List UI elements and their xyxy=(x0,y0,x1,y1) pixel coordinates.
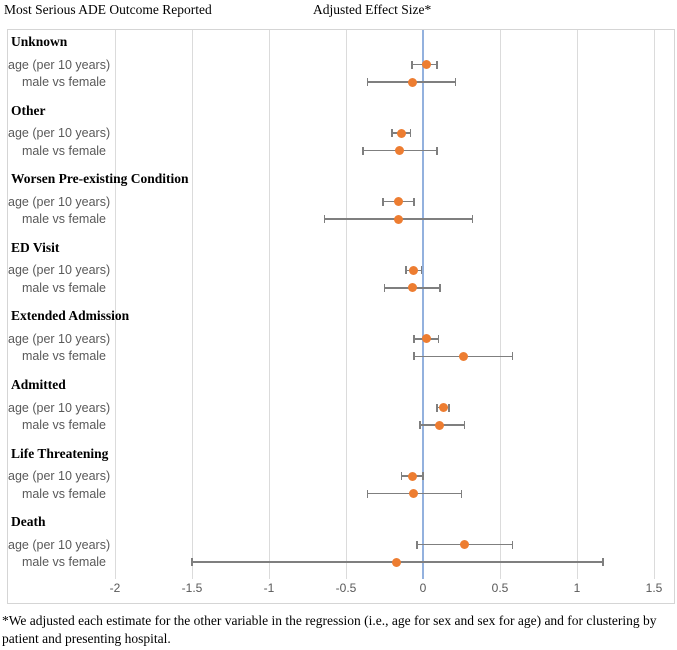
error-bar-cap-left xyxy=(382,197,384,206)
group-header: Admitted xyxy=(11,377,66,392)
row-label: male vs female xyxy=(21,212,106,227)
axis-tick-label: -1 xyxy=(263,581,275,595)
error-bar-cap-right xyxy=(413,197,415,206)
error-bar-cap-right xyxy=(409,129,412,138)
row-label: male vs female xyxy=(21,349,106,364)
point-marker xyxy=(435,420,445,430)
error-bar-cap-left xyxy=(366,489,369,498)
error-bar-cap-right xyxy=(436,146,438,155)
row-label: age (per 10 years) xyxy=(8,537,111,552)
row-label: male vs female xyxy=(21,486,106,501)
point-marker xyxy=(392,557,402,567)
point-marker xyxy=(421,60,431,69)
gridline xyxy=(576,30,578,579)
point-marker xyxy=(407,283,417,293)
axis-tick-label: 0.5 xyxy=(491,581,509,595)
axis-tick-label: -0.5 xyxy=(335,581,357,595)
row-label: age (per 10 years) xyxy=(8,126,111,141)
group-header: ED Visit xyxy=(11,239,60,255)
row-label: male vs female xyxy=(21,418,106,432)
error-bar-cap-right xyxy=(460,489,463,498)
error-bar-cap-right xyxy=(436,60,438,69)
row-label: male vs female xyxy=(21,555,106,570)
footnote: *We adjusted each estimate for the other… xyxy=(2,613,657,646)
group-header: Extended Admission xyxy=(11,308,130,324)
error-bar-cap-left xyxy=(416,540,418,549)
point-marker xyxy=(438,403,448,412)
error-bar-cap-left xyxy=(366,78,369,86)
error-bar-cap-left xyxy=(419,421,421,429)
point-marker xyxy=(458,351,468,361)
row-label: age (per 10 years) xyxy=(8,469,111,484)
point-marker xyxy=(409,489,419,499)
error-bar-cap-right xyxy=(420,266,423,275)
zero-reference-line xyxy=(422,30,424,579)
point-marker xyxy=(460,540,470,550)
group-header: Unknown xyxy=(11,34,68,49)
error-bar-cap-right xyxy=(422,472,424,481)
group-header: Worsen Pre-existing Condition xyxy=(11,171,189,187)
error-bar-cap-left xyxy=(436,403,438,412)
gridline xyxy=(268,30,270,579)
error-bar-cap-right xyxy=(439,283,441,292)
gridline xyxy=(653,30,655,579)
error-bar-cap-right xyxy=(511,540,514,549)
error-bar-cap-right xyxy=(454,78,457,86)
gridline xyxy=(114,30,116,579)
point-marker xyxy=(409,265,419,275)
error-bar-cap-left xyxy=(383,283,386,292)
point-marker xyxy=(407,77,417,87)
row-label: male vs female xyxy=(21,75,106,89)
group-header: Life Threatening xyxy=(11,445,109,461)
axis-tick-label: 1.5 xyxy=(645,581,663,595)
axis-tick-label: 1 xyxy=(573,581,581,595)
figure-title-left: Most Serious ADE Outcome Reported xyxy=(4,2,212,17)
axis-tick-label: -2 xyxy=(109,581,121,595)
point-marker xyxy=(395,146,405,156)
row-label: age (per 10 years) xyxy=(8,57,111,72)
point-marker xyxy=(407,471,417,481)
error-bar-cap-right xyxy=(511,352,514,361)
axis-tick-label: 0 xyxy=(419,581,427,595)
point-marker xyxy=(396,128,406,138)
row-label: male vs female xyxy=(21,280,106,295)
error-bar-cap-left xyxy=(391,129,393,138)
error-bar-cap-left xyxy=(405,266,407,275)
group-header: Death xyxy=(11,514,46,530)
point-marker xyxy=(421,334,431,344)
error-bar-cap-left xyxy=(411,60,413,69)
point-marker xyxy=(393,197,403,207)
error-bar-cap-left xyxy=(400,472,403,481)
error-bar-cap-right xyxy=(471,215,474,224)
axis-tick-label: -1.5 xyxy=(181,581,203,595)
error-bar-cap-left xyxy=(323,215,326,224)
error-bar-cap-left xyxy=(413,334,415,343)
plot-area: -2 -1.5 -1 -0.5 0 0.5 1 1.5 Unknown age (per 10 y… xyxy=(7,29,675,604)
gridline xyxy=(345,30,347,579)
gridline xyxy=(191,30,193,579)
error-bar-cap-right xyxy=(448,403,450,412)
row-label: age (per 10 years) xyxy=(8,331,111,346)
error-bar-cap-right xyxy=(602,558,604,567)
row-label: age (per 10 years) xyxy=(8,194,111,209)
error-bar-cap-left xyxy=(191,558,193,567)
gridline xyxy=(499,30,501,579)
row-label: male vs female xyxy=(21,143,106,158)
group-header: Other xyxy=(11,102,46,118)
row-label: age (per 10 years) xyxy=(8,263,111,278)
error-bar-cap-right xyxy=(437,334,440,343)
error-bar-cap-left xyxy=(362,146,364,155)
point-marker xyxy=(393,214,403,224)
error-bar-cap-right xyxy=(463,421,466,429)
row-label: age (per 10 years) xyxy=(8,400,111,415)
figure-title-right: Adjusted Effect Size* xyxy=(313,2,432,17)
error-bar-cap-left xyxy=(413,352,415,361)
